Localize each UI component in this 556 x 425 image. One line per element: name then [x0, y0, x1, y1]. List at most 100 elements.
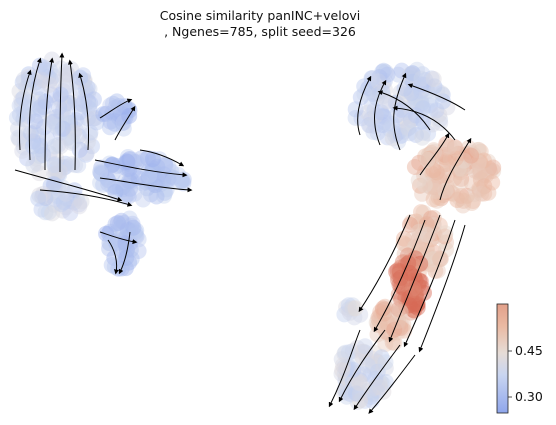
- cell-point: [336, 365, 353, 382]
- cell-point: [425, 215, 442, 232]
- cell-point: [451, 156, 468, 173]
- cell-point: [472, 143, 489, 160]
- cell-point: [36, 119, 53, 136]
- cell-point: [469, 152, 486, 169]
- chart-title: Cosine similarity panINC+velovi , Ngenes…: [0, 8, 520, 40]
- cell-point: [108, 157, 125, 174]
- cell-point: [422, 97, 439, 114]
- cell-point: [46, 166, 63, 183]
- cell-point: [125, 219, 142, 236]
- cell-point: [485, 163, 502, 179]
- cell-point: [380, 317, 397, 333]
- cell-point: [419, 76, 436, 93]
- cell-point: [31, 141, 48, 158]
- cell-point: [393, 278, 410, 295]
- cell-point: [62, 115, 79, 132]
- streamline: [368, 354, 416, 414]
- cell-point: [349, 339, 366, 356]
- cell-point: [391, 276, 408, 293]
- cell-point: [461, 153, 478, 170]
- cell-point: [376, 298, 393, 315]
- cell-point: [402, 66, 419, 83]
- streamline: [19, 69, 32, 151]
- cell-point: [53, 196, 70, 213]
- cell-point: [100, 225, 117, 242]
- cell-point: [107, 216, 124, 233]
- cell-point: [371, 375, 388, 392]
- cell-point: [480, 153, 497, 170]
- cell-point: [361, 117, 378, 134]
- cell-point: [390, 133, 407, 150]
- streamline: [374, 79, 387, 146]
- cell-point: [433, 190, 450, 207]
- cell-point: [422, 256, 439, 273]
- cell-point: [456, 156, 473, 173]
- cell-point: [431, 217, 448, 234]
- cell-point: [421, 178, 438, 195]
- cell-point: [393, 101, 410, 118]
- cell-point: [109, 215, 126, 231]
- cell-point: [81, 81, 98, 97]
- cell-point: [449, 192, 466, 208]
- cell-point: [53, 107, 70, 124]
- cell-point: [417, 163, 434, 180]
- cell-point: [471, 180, 488, 197]
- cell-point: [62, 193, 79, 210]
- cell-point: [431, 250, 448, 267]
- cell-point: [119, 222, 136, 238]
- cell-point: [475, 152, 492, 169]
- cell-point: [425, 162, 442, 179]
- cell-point: [31, 187, 48, 204]
- cell-point: [415, 204, 432, 221]
- cell-point: [392, 304, 409, 320]
- streamline: [99, 98, 133, 119]
- cell-point: [15, 71, 32, 88]
- cell-point: [413, 114, 430, 130]
- cell-point: [389, 262, 406, 279]
- cell-point: [22, 125, 39, 142]
- cell-point: [57, 199, 74, 216]
- cell-point: [398, 86, 415, 103]
- cell-point: [114, 114, 131, 131]
- cell-point: [128, 154, 145, 171]
- cell-point: [392, 269, 409, 286]
- cell-point: [406, 260, 423, 277]
- cell-point: [480, 184, 497, 201]
- cell-point: [432, 115, 449, 131]
- cell-point: [13, 91, 30, 108]
- cell-point: [44, 110, 61, 127]
- cell-point: [333, 351, 350, 368]
- cell-point: [104, 156, 121, 173]
- cell-point: [93, 159, 110, 176]
- cell-point: [105, 95, 121, 112]
- cell-point: [352, 306, 369, 323]
- cell-point: [47, 165, 64, 182]
- cell-point: [139, 150, 156, 167]
- cell-point: [32, 101, 49, 118]
- cell-point: [11, 97, 28, 114]
- cell-point: [472, 153, 488, 170]
- cell-point: [420, 125, 437, 142]
- cell-point: [111, 180, 128, 197]
- cell-point: [108, 93, 125, 110]
- cell-point: [57, 158, 74, 175]
- cell-point: [404, 230, 421, 247]
- cell-point: [19, 150, 36, 167]
- cell-point: [395, 279, 412, 296]
- cell-point: [369, 124, 386, 141]
- cell-point: [38, 130, 55, 147]
- cell-point: [57, 78, 74, 95]
- cell-point: [451, 162, 468, 179]
- cell-point: [414, 185, 431, 202]
- cell-point: [402, 304, 419, 321]
- cell-point: [419, 151, 436, 168]
- cell-point: [442, 151, 459, 168]
- cell-point: [49, 119, 66, 136]
- cell-point: [429, 82, 446, 99]
- cell-point: [379, 66, 396, 83]
- cell-point: [407, 272, 424, 288]
- cell-point: [59, 115, 76, 132]
- cell-point: [77, 81, 94, 98]
- cell-point: [93, 165, 110, 182]
- streamline: [99, 231, 138, 245]
